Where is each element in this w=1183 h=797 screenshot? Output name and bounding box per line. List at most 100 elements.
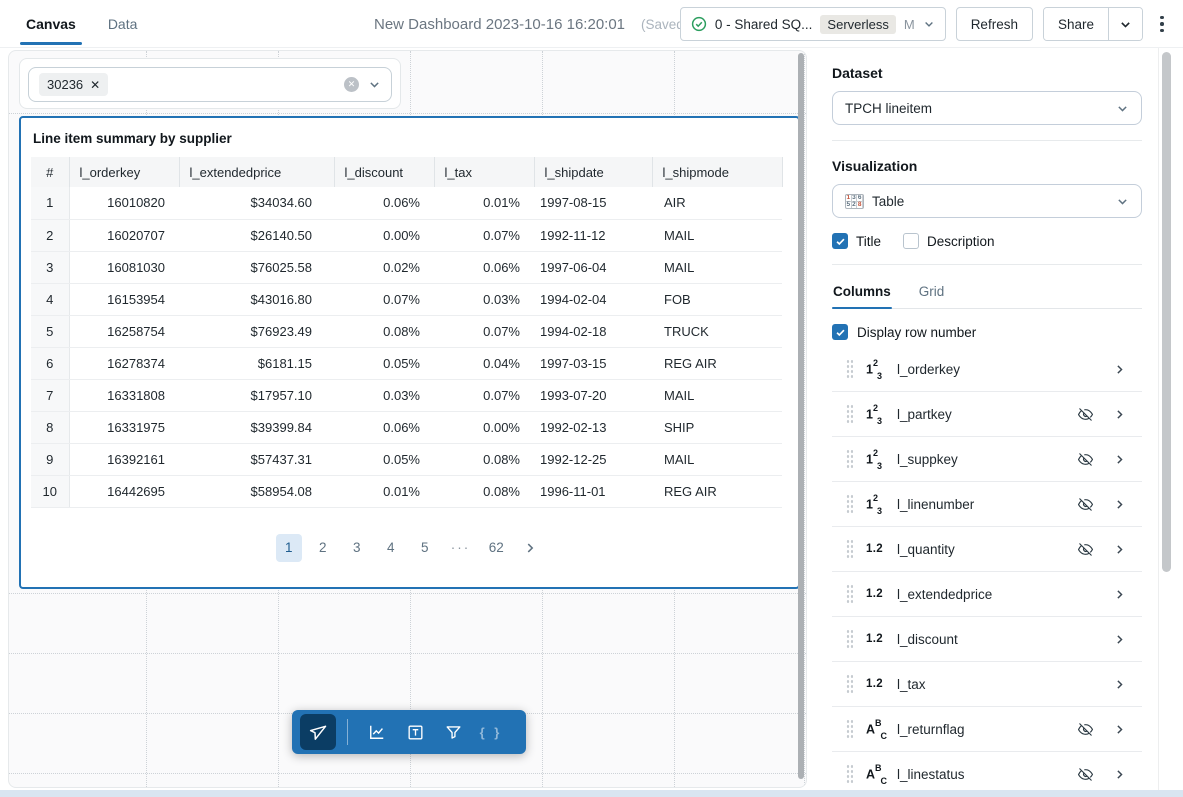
chevron-right-icon[interactable] <box>1113 453 1126 466</box>
hidden-eye-off-icon[interactable] <box>1077 721 1094 738</box>
tab-canvas[interactable]: Canvas <box>20 0 82 48</box>
display-row-number-checkbox[interactable]: Display row number <box>832 324 1142 340</box>
column-header[interactable]: # <box>31 157 70 187</box>
table-row: 3 16081030 $76025.58 0.02% 0.06% 1997-06… <box>31 251 782 284</box>
cursor-icon <box>308 722 328 742</box>
next-page-icon[interactable] <box>517 534 543 562</box>
table-widget-selected[interactable]: Line item summary by supplier # l_orderk… <box>19 116 800 589</box>
tab-data[interactable]: Data <box>107 16 138 32</box>
dashboard-title: New Dashboard 2023-10-16 16:20:01 <box>374 15 626 33</box>
drag-handle[interactable] <box>846 449 853 469</box>
cursor-tool-button[interactable] <box>300 714 336 750</box>
panel-scrollbar[interactable] <box>1162 52 1171 572</box>
drag-handle[interactable] <box>846 719 853 739</box>
chevron-right-icon[interactable] <box>1113 633 1126 646</box>
column-header[interactable]: l_shipmode <box>652 157 783 187</box>
filter-widget[interactable]: 30236 ✕ ✕ <box>19 58 401 109</box>
text-box-icon <box>406 723 425 742</box>
description-checkbox[interactable]: Description <box>903 233 995 249</box>
dashboard-canvas[interactable]: 30236 ✕ ✕ Line item summary by supplier <box>8 50 807 788</box>
column-header[interactable]: l_discount <box>334 157 435 187</box>
column-row-l-linenumber[interactable]: 123 l_linenumber <box>832 482 1142 527</box>
table-row: 4 16153954 $43016.80 0.07% 0.03% 1994-02… <box>31 283 782 316</box>
panel-tabs: Columns Grid <box>832 278 1142 309</box>
dataset-select[interactable]: TPCH lineitem <box>832 91 1142 125</box>
share-button[interactable]: Share <box>1043 8 1108 40</box>
chip-remove-icon[interactable]: ✕ <box>90 77 101 92</box>
hidden-eye-off-icon[interactable] <box>1077 406 1094 423</box>
hidden-eye-off-icon[interactable] <box>1077 451 1094 468</box>
page-button-5[interactable]: 5 <box>420 540 429 555</box>
grid-line <box>9 773 806 774</box>
chevron-right-icon[interactable] <box>1113 498 1126 511</box>
canvas-scrollbar[interactable] <box>798 53 804 779</box>
grid-line <box>804 51 805 787</box>
title-checkbox[interactable]: Title <box>832 233 881 249</box>
page-ellipsis: ··· <box>450 540 471 555</box>
column-row-l-extendedprice[interactable]: 1.2 l_extendedprice <box>832 572 1142 617</box>
warehouse-name: 0 - Shared SQ... <box>714 16 813 32</box>
column-header[interactable]: l_extendedprice <box>179 157 335 187</box>
table-row: 5 16258754 $76923.49 0.08% 0.07% 1994-02… <box>31 315 782 348</box>
filter-value-chip[interactable]: 30236 ✕ <box>39 73 109 96</box>
code-tool-button[interactable]: { } <box>473 714 509 750</box>
page-button-4[interactable]: 4 <box>386 540 395 555</box>
drag-handle[interactable] <box>846 359 853 379</box>
chevron-right-icon[interactable] <box>1113 678 1126 691</box>
chevron-right-icon[interactable] <box>1113 588 1126 601</box>
column-row-l-suppkey[interactable]: 123 l_suppkey <box>832 437 1142 482</box>
page-button-2[interactable]: 2 <box>318 540 327 555</box>
clear-all-icon[interactable]: ✕ <box>344 77 359 92</box>
column-row-l-quantity[interactable]: 1.2 l_quantity <box>832 527 1142 572</box>
filter-multiselect-input[interactable]: 30236 ✕ ✕ <box>28 67 392 102</box>
drag-handle[interactable] <box>846 494 853 514</box>
column-row-l-discount[interactable]: 1.2 l_discount <box>832 617 1142 662</box>
page-button-3[interactable]: 3 <box>352 540 361 555</box>
chevron-right-icon[interactable] <box>1113 408 1126 421</box>
chevron-right-icon[interactable] <box>1113 723 1126 736</box>
chart-icon <box>367 722 387 742</box>
column-row-l-partkey[interactable]: 123 l_partkey <box>832 392 1142 437</box>
drag-handle[interactable] <box>846 764 853 784</box>
add-filter-button[interactable] <box>435 714 471 750</box>
column-row-l-tax[interactable]: 1.2 l_tax <box>832 662 1142 707</box>
integer-type-icon: 123 <box>866 492 882 517</box>
tab-columns[interactable]: Columns <box>832 278 892 309</box>
decimal-type-icon: 1.2 <box>866 543 883 555</box>
column-row-l-returnflag[interactable]: ABC l_returnflag <box>832 707 1142 752</box>
chevron-right-icon[interactable] <box>1113 768 1126 781</box>
drag-handle[interactable] <box>846 674 853 694</box>
saved-status: (Saved) <box>641 16 689 32</box>
column-header[interactable]: l_tax <box>434 157 535 187</box>
hidden-eye-off-icon[interactable] <box>1077 496 1094 513</box>
hidden-eye-off-icon[interactable] <box>1077 541 1094 558</box>
column-header[interactable]: l_shipdate <box>534 157 653 187</box>
warehouse-selector[interactable]: 0 - Shared SQ... Serverless M <box>679 7 946 41</box>
refresh-button[interactable]: Refresh <box>955 7 1033 41</box>
add-visualization-button[interactable] <box>359 714 395 750</box>
chevron-right-icon[interactable] <box>1113 543 1126 556</box>
drag-handle[interactable] <box>846 584 853 604</box>
column-row-l-orderkey[interactable]: 123 l_orderkey <box>832 347 1142 392</box>
hidden-eye-off-icon[interactable] <box>1077 766 1094 783</box>
chevron-right-icon[interactable] <box>1113 363 1126 376</box>
drag-handle[interactable] <box>846 539 853 559</box>
table-row: 1 16010820 $34034.60 0.06% 0.01% 1997-08… <box>31 187 782 220</box>
drag-handle[interactable] <box>846 629 853 649</box>
table-header-row: # l_orderkey l_extendedprice l_discount … <box>31 157 783 187</box>
string-type-icon: ABC <box>866 717 888 742</box>
column-header[interactable]: l_orderkey <box>69 157 180 187</box>
tab-grid[interactable]: Grid <box>918 284 945 299</box>
page-button-1[interactable]: 1 <box>275 533 302 562</box>
more-options-button[interactable] <box>1153 7 1171 41</box>
drag-handle[interactable] <box>846 404 853 424</box>
page-button-62[interactable]: 62 <box>488 540 504 555</box>
add-text-button[interactable] <box>397 714 433 750</box>
share-menu-button[interactable] <box>1108 8 1142 40</box>
checkbox-checked-icon <box>832 324 848 340</box>
chevron-down-icon <box>923 18 935 30</box>
chevron-down-icon[interactable] <box>368 78 381 91</box>
